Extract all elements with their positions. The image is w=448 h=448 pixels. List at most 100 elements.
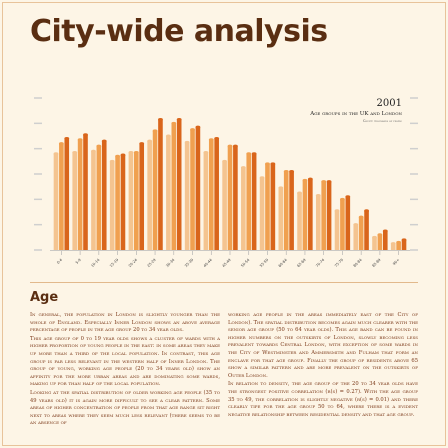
bar [53, 152, 59, 250]
bar-cap [83, 133, 88, 137]
x-tick-label: 85-89 [371, 257, 382, 268]
x-tick-label: 65-69 [296, 257, 307, 268]
bar-cap [283, 169, 289, 174]
bar [382, 229, 388, 250]
bar [222, 160, 227, 250]
bar [334, 209, 340, 250]
bar-cap [115, 154, 120, 158]
bar [83, 133, 88, 250]
x-tick-label: 10-14 [90, 257, 101, 268]
bar [147, 139, 152, 250]
bar [128, 151, 134, 250]
bar [340, 198, 345, 250]
bar-cap [270, 162, 276, 166]
bar-cap [265, 162, 270, 166]
bar-cap [190, 128, 195, 132]
bar-cap [128, 150, 134, 155]
bar-cap [109, 159, 115, 164]
bar-cap [259, 176, 265, 180]
bar-cap [222, 159, 228, 164]
bar [364, 209, 369, 250]
bar [315, 194, 321, 250]
bar-cap [208, 138, 214, 142]
bar-cap [307, 177, 313, 181]
bar [233, 144, 238, 250]
bar-cap [345, 195, 351, 199]
bar [241, 166, 246, 250]
x-tick-label: 55-59 [259, 257, 270, 268]
bar-cap [315, 194, 321, 198]
x-tick-label: 90+ [392, 258, 400, 266]
bar [64, 137, 70, 250]
bar-cap [353, 223, 359, 227]
bar-cap [214, 137, 220, 141]
body-column-right: working age people in the areas immediat… [228, 312, 418, 420]
bar [326, 180, 332, 250]
bar-cap [396, 240, 402, 245]
bar [259, 176, 265, 250]
bar-cap [152, 129, 158, 133]
bar [246, 152, 252, 250]
section-divider [30, 282, 418, 283]
bar-cap [91, 149, 96, 153]
x-tick-label: 25-29 [147, 257, 158, 268]
x-tick-label: 15-19 [109, 257, 120, 268]
bar-cap [53, 152, 59, 156]
bar [297, 191, 302, 250]
bar-cap [364, 209, 369, 213]
bar-cap [334, 209, 340, 213]
bar-cap [158, 118, 163, 122]
bar [208, 138, 214, 250]
bar-cap [340, 197, 345, 202]
bar [289, 170, 294, 250]
bar [270, 162, 276, 250]
bar-cap [302, 178, 308, 183]
x-tick-label: 5-9 [75, 257, 82, 264]
bar [278, 186, 284, 250]
bar-cap [401, 238, 407, 242]
bar [91, 149, 96, 250]
bar-cap [251, 152, 257, 156]
bar [227, 144, 233, 250]
bar [308, 177, 313, 250]
bar [265, 162, 270, 250]
bar-cap [195, 125, 201, 129]
bar [203, 151, 209, 250]
bar-cap [326, 180, 332, 184]
bar-cap [64, 137, 70, 141]
chart-subtitle: Age groups in the UK and London [310, 111, 402, 117]
bar [77, 138, 83, 250]
bar [158, 118, 163, 251]
bar [195, 125, 201, 250]
x-tick-label: 40-44 [203, 257, 214, 268]
x-tick-label: 45-49 [221, 257, 232, 268]
bar [176, 118, 182, 251]
x-tick-label: 60-64 [278, 257, 289, 268]
paragraph: In relation to density, the age group of… [228, 381, 418, 418]
bar [134, 151, 139, 250]
bar-cap [139, 142, 145, 146]
bar-cap [240, 166, 246, 170]
bar-cap [184, 140, 190, 145]
bar [72, 151, 78, 250]
bar [214, 137, 219, 250]
paragraph: This age group of 0 to 19 year olds show… [30, 335, 220, 388]
bar-cap [227, 144, 233, 148]
paragraph: working age people in the areas immediat… [228, 312, 418, 379]
bar [353, 223, 359, 250]
bar [166, 134, 171, 250]
bar-cap [377, 233, 383, 237]
bar [401, 238, 407, 250]
x-tick-label: 50-54 [240, 257, 251, 268]
bar [321, 180, 326, 250]
paragraph: In general, the population in London is … [30, 312, 220, 334]
paragraph: Looking at the spatial distribution of o… [30, 389, 220, 427]
body-column-left: In general, the population in London is … [30, 312, 220, 429]
bar-cap [120, 153, 126, 157]
bar-cap [297, 191, 302, 195]
bar [152, 129, 158, 250]
bar-cap [372, 235, 377, 240]
x-tick-label: 35-39 [184, 257, 195, 268]
